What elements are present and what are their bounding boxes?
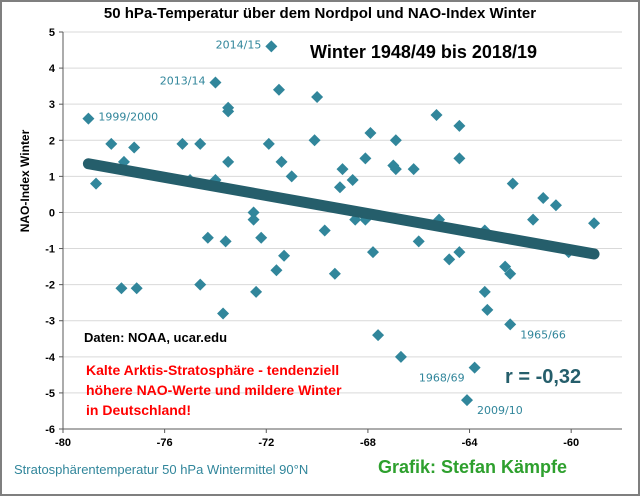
data-point bbox=[115, 282, 128, 295]
trendline bbox=[82, 158, 600, 260]
data-point bbox=[588, 217, 601, 230]
data-point bbox=[453, 152, 466, 165]
point-annotation: 2009/10 bbox=[477, 404, 523, 417]
data-point bbox=[499, 260, 512, 273]
data-point bbox=[247, 206, 260, 219]
data-point bbox=[90, 177, 103, 190]
data-point bbox=[407, 163, 420, 176]
data-point bbox=[105, 137, 118, 150]
data-point bbox=[318, 224, 331, 237]
chart-subtitle: Winter 1948/49 bis 2018/19 bbox=[310, 42, 537, 62]
data-point bbox=[194, 278, 207, 291]
data-point bbox=[194, 137, 207, 150]
data-point bbox=[176, 137, 189, 150]
data-point bbox=[481, 303, 494, 316]
data-point bbox=[128, 141, 141, 154]
data-point bbox=[255, 231, 268, 244]
data-point bbox=[278, 249, 291, 262]
data-point bbox=[265, 40, 278, 53]
x-tick-label: -60 bbox=[563, 437, 579, 449]
y-tick-label: -6 bbox=[45, 424, 55, 436]
data-point bbox=[430, 109, 443, 122]
y-tick-label: -5 bbox=[45, 388, 55, 400]
data-point bbox=[389, 163, 402, 176]
x-axis-label: Stratosphärentemperatur 50 hPa Wintermit… bbox=[14, 462, 309, 477]
data-point bbox=[336, 163, 349, 176]
x-tick-label: -64 bbox=[462, 437, 479, 449]
y-tick-label: -4 bbox=[45, 352, 56, 364]
source-text: Daten: NOAA, ucar.edu bbox=[84, 330, 228, 345]
data-point bbox=[272, 83, 285, 96]
data-point bbox=[412, 235, 425, 248]
data-point bbox=[453, 119, 466, 132]
y-tick-label: 3 bbox=[49, 99, 55, 111]
data-point bbox=[130, 282, 143, 295]
data-point bbox=[364, 127, 377, 140]
y-tick-label: -1 bbox=[45, 244, 55, 256]
data-point bbox=[478, 285, 491, 298]
data-point bbox=[222, 155, 235, 168]
data-point bbox=[389, 134, 402, 147]
y-axis-label: NAO-Index Winter bbox=[18, 129, 32, 233]
point-annotation: 1999/2000 bbox=[98, 111, 158, 124]
x-tick-label: -72 bbox=[258, 437, 274, 449]
data-point bbox=[453, 246, 466, 259]
data-point bbox=[461, 394, 474, 407]
data-point bbox=[217, 307, 230, 320]
data-point bbox=[275, 155, 288, 168]
data-point bbox=[247, 213, 260, 226]
data-point bbox=[270, 264, 283, 277]
y-tick-label: 0 bbox=[49, 207, 55, 219]
data-point bbox=[250, 285, 263, 298]
data-point bbox=[549, 199, 562, 212]
point-annotation: 1968/69 bbox=[419, 372, 465, 385]
data-point bbox=[82, 112, 95, 125]
chart-title: 50 hPa-Temperatur über dem Nordpol und N… bbox=[103, 5, 537, 22]
data-point bbox=[504, 267, 517, 280]
note-line-2: höhere NAO-Werte und mildere Winter bbox=[86, 382, 342, 398]
correlation-label: r = -0,32 bbox=[505, 366, 582, 388]
data-point bbox=[359, 152, 372, 165]
point-annotation: 1965/66 bbox=[520, 328, 566, 341]
data-point bbox=[201, 231, 214, 244]
data-point bbox=[468, 361, 481, 374]
data-point bbox=[443, 253, 456, 266]
x-tick-label: -76 bbox=[157, 437, 173, 449]
data-point bbox=[311, 90, 324, 103]
data-point bbox=[504, 318, 517, 331]
data-point bbox=[394, 350, 407, 363]
data-point bbox=[537, 192, 550, 205]
data-point bbox=[222, 105, 235, 118]
data-point bbox=[285, 170, 298, 183]
y-tick-label: 2 bbox=[49, 135, 55, 147]
note-line-1: Kalte Arktis-Stratosphäre - tendenziell bbox=[86, 362, 340, 378]
x-tick-label: -68 bbox=[360, 437, 376, 449]
data-point bbox=[328, 267, 341, 280]
y-tick-label: -3 bbox=[45, 316, 55, 328]
point-annotation: 2014/15 bbox=[216, 38, 262, 51]
data-point bbox=[333, 181, 346, 194]
point-annotation: 2013/14 bbox=[160, 75, 206, 88]
y-tick-label: 4 bbox=[49, 63, 56, 75]
data-point bbox=[308, 134, 321, 147]
x-tick-label: -80 bbox=[55, 437, 71, 449]
data-point bbox=[527, 213, 540, 226]
data-point bbox=[262, 137, 275, 150]
data-point bbox=[366, 246, 379, 259]
note-line-3: in Deutschland! bbox=[86, 402, 192, 418]
y-tick-label: 5 bbox=[49, 27, 55, 39]
credit: Grafik: Stefan Kämpfe bbox=[378, 457, 568, 477]
data-point bbox=[209, 76, 222, 89]
data-point bbox=[219, 235, 232, 248]
data-point bbox=[506, 177, 519, 190]
y-tick-label: 1 bbox=[49, 171, 55, 183]
data-point bbox=[346, 173, 359, 186]
data-point bbox=[372, 329, 385, 342]
y-tick-label: -2 bbox=[45, 280, 55, 292]
